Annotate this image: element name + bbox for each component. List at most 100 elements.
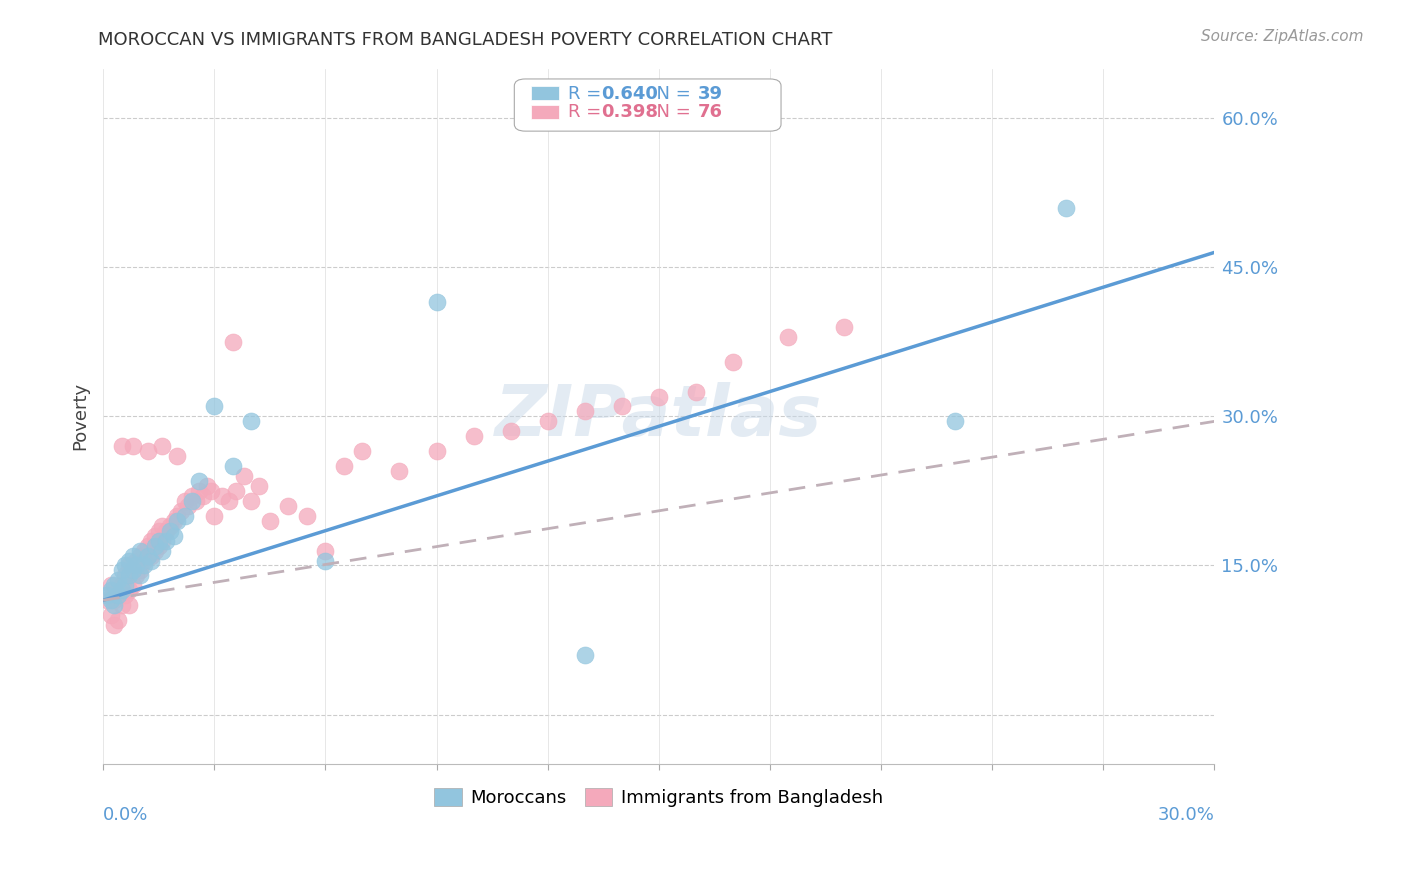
Point (152, 533, 174, 548)
Point (141, 533, 163, 548)
Legend: Moroccans, Immigrants from Bangladesh: Moroccans, Immigrants from Bangladesh (427, 780, 890, 814)
Point (574, 648, 596, 662)
Point (121, 578, 143, 592)
Bar (531, 104, 558, 119)
Point (103, 599, 125, 613)
Text: 0.0%: 0.0% (103, 806, 149, 824)
Point (121, 564, 143, 578)
Point (107, 583, 129, 598)
Point (463, 429, 485, 443)
Point (159, 518, 181, 533)
Point (143, 539, 166, 553)
Point (152, 518, 174, 533)
Point (121, 439, 143, 453)
Text: ZIPatlas: ZIPatlas (495, 382, 823, 450)
Point (778, 330, 800, 344)
Point (188, 483, 211, 498)
Point (499, 425, 522, 439)
Point (143, 543, 166, 558)
Text: MOROCCAN VS IMMIGRANTS FROM BANGLADESH POVERTY CORRELATION CHART: MOROCCAN VS IMMIGRANTS FROM BANGLADESH P… (98, 31, 832, 49)
Point (114, 578, 136, 592)
Point (111, 564, 134, 578)
Point (173, 494, 195, 508)
Point (148, 539, 170, 553)
Y-axis label: Poverty: Poverty (72, 383, 89, 450)
Point (121, 549, 143, 563)
Point (136, 549, 159, 563)
Point (225, 483, 247, 498)
Point (425, 295, 447, 310)
Point (166, 449, 188, 463)
Bar (531, 86, 558, 100)
Point (132, 543, 155, 558)
Point (610, 400, 633, 414)
Text: 0.640: 0.640 (600, 86, 658, 103)
Point (200, 483, 222, 498)
Point (184, 494, 207, 508)
Point (152, 543, 174, 558)
Point (202, 400, 225, 414)
Point (96, 588, 118, 602)
Point (125, 568, 148, 582)
Point (129, 549, 152, 563)
Point (162, 514, 184, 528)
Point (103, 578, 125, 592)
Point (240, 494, 263, 508)
Point (388, 464, 411, 478)
Point (103, 618, 125, 632)
Point (159, 524, 181, 538)
Point (132, 558, 155, 573)
Point (121, 564, 143, 578)
Point (118, 553, 141, 567)
Point (118, 583, 141, 598)
Point (114, 588, 136, 602)
Point (155, 533, 177, 548)
Point (295, 508, 318, 523)
Point (107, 588, 129, 602)
Point (259, 514, 281, 528)
Point (232, 469, 254, 483)
Point (181, 494, 204, 508)
Text: Source: ZipAtlas.com: Source: ZipAtlas.com (1201, 29, 1364, 44)
Point (96, 593, 118, 607)
Point (425, 444, 447, 458)
Point (141, 549, 163, 563)
Point (648, 390, 671, 404)
Point (943, 414, 966, 428)
Point (129, 543, 152, 558)
Point (143, 529, 166, 543)
FancyBboxPatch shape (515, 79, 782, 131)
Point (166, 508, 188, 523)
Point (100, 583, 122, 598)
Text: R =: R = (568, 86, 606, 103)
Point (202, 508, 225, 523)
Point (136, 444, 159, 458)
Point (537, 414, 560, 428)
Text: R =: R = (568, 103, 606, 121)
Point (277, 499, 299, 513)
Point (352, 444, 374, 458)
Point (125, 558, 148, 573)
Point (188, 474, 211, 488)
Text: N =: N = (645, 86, 697, 103)
Point (333, 459, 356, 474)
Point (103, 593, 125, 607)
Point (177, 499, 200, 513)
Point (721, 355, 744, 369)
Text: 76: 76 (697, 103, 723, 121)
Point (100, 593, 122, 607)
Point (1054, 201, 1077, 215)
Point (111, 578, 134, 592)
Point (118, 568, 141, 582)
Point (314, 553, 336, 567)
Point (118, 558, 141, 573)
Point (173, 508, 195, 523)
Point (100, 578, 122, 592)
Point (162, 529, 184, 543)
Point (114, 558, 136, 573)
Point (141, 553, 163, 567)
Point (191, 489, 214, 503)
Point (181, 489, 204, 503)
Point (148, 533, 170, 548)
Point (240, 414, 263, 428)
